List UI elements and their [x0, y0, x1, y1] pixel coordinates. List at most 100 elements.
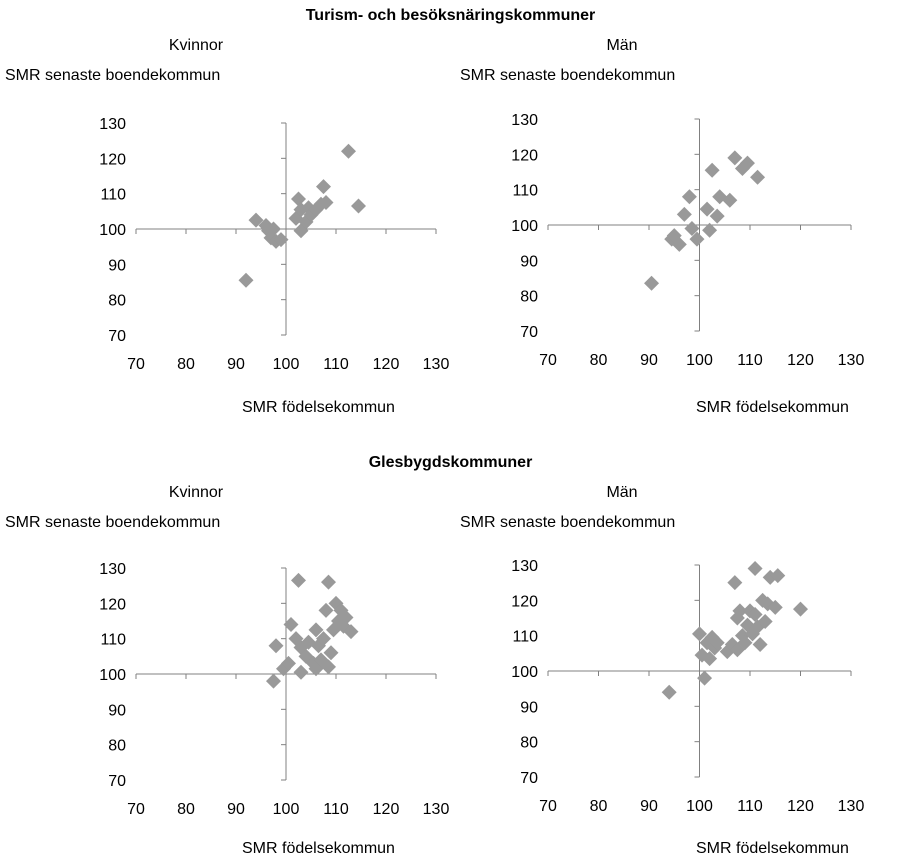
data-point	[727, 575, 743, 591]
data-point	[739, 155, 755, 171]
y-tick-label: 80	[520, 289, 538, 306]
y-tick-label: 110	[100, 187, 126, 204]
chart-1-xlabel: SMR födelsekommun	[696, 399, 849, 416]
data-point	[709, 208, 725, 224]
data-point	[702, 222, 718, 238]
y-tick-label: 130	[99, 116, 126, 133]
data-point	[644, 275, 660, 291]
data-point	[793, 601, 808, 617]
data-point	[323, 645, 339, 661]
y-tick-label: 80	[108, 293, 126, 310]
x-tick-label: 90	[227, 801, 245, 818]
x-tick-label: 80	[177, 801, 195, 818]
data-point	[316, 179, 331, 195]
x-tick-label: 120	[787, 798, 814, 815]
data-point	[238, 272, 254, 288]
data-point	[291, 191, 306, 207]
y-tick-label: 100	[511, 218, 538, 235]
data-point	[273, 232, 289, 248]
data-point	[702, 651, 718, 667]
x-tick-label: 100	[273, 801, 300, 818]
x-tick-label: 100	[686, 352, 713, 369]
data-point	[709, 635, 725, 651]
data-point	[341, 143, 356, 159]
data-point	[308, 622, 324, 638]
x-tick-label: 110	[737, 798, 763, 815]
y-tick-label: 120	[99, 596, 126, 613]
data-point	[338, 609, 354, 625]
x-tick-label: 120	[787, 352, 814, 369]
x-tick-label: 70	[539, 798, 557, 815]
x-tick-label: 130	[838, 352, 865, 369]
y-tick-label: 110	[100, 632, 126, 649]
section-title-rural: Glesbygdskommuner	[368, 454, 533, 471]
chart-1-ylabel: SMR senaste boendekommun	[460, 67, 676, 84]
x-tick-label: 110	[323, 356, 349, 373]
data-point	[248, 212, 264, 228]
chart-3-xlabel: SMR födelsekommun	[696, 840, 849, 857]
x-tick-label: 70	[539, 352, 557, 369]
x-tick-label: 130	[423, 801, 450, 818]
data-point	[757, 614, 773, 630]
data-point	[699, 201, 715, 217]
y-tick-label: 120	[511, 593, 538, 610]
x-tick-label: 100	[686, 798, 713, 815]
data-point	[283, 617, 299, 633]
x-tick-label: 80	[177, 356, 195, 373]
x-tick-label: 130	[423, 356, 450, 373]
y-tick-label: 80	[108, 738, 126, 755]
chart-3-title: Män	[606, 484, 638, 501]
data-point	[681, 189, 697, 205]
data-point	[770, 568, 786, 584]
x-tick-label: 100	[273, 356, 300, 373]
data-point	[767, 599, 783, 615]
y-tick-label: 110	[512, 183, 538, 200]
y-tick-label: 70	[108, 773, 126, 790]
data-point	[321, 659, 336, 675]
data-point	[704, 162, 720, 178]
y-tick-label: 100	[511, 664, 538, 681]
y-tick-label: 90	[520, 253, 538, 270]
x-tick-label: 120	[373, 356, 400, 373]
data-point	[266, 221, 281, 237]
y-tick-label: 130	[99, 561, 126, 578]
data-point	[291, 572, 306, 588]
data-point	[318, 195, 334, 210]
x-tick-label: 110	[323, 801, 349, 818]
y-tick-label: 70	[108, 328, 126, 345]
data-point	[732, 603, 748, 619]
y-tick-label: 120	[99, 151, 126, 168]
y-tick-label: 130	[511, 558, 538, 575]
chart-3-ylabel: SMR senaste boendekommun	[460, 514, 676, 531]
data-point	[671, 236, 687, 252]
data-point	[676, 206, 692, 222]
y-tick-label: 80	[520, 735, 538, 752]
data-point	[293, 664, 309, 680]
x-tick-label: 90	[640, 798, 658, 815]
data-point	[692, 626, 707, 642]
chart-1-title: Män	[606, 37, 638, 54]
x-tick-label: 130	[838, 798, 865, 815]
data-point	[747, 561, 763, 577]
y-tick-label: 70	[520, 324, 538, 341]
chart-2-title: Kvinnor	[168, 484, 224, 501]
data-point	[318, 602, 334, 618]
data-point	[684, 221, 700, 237]
x-tick-label: 80	[590, 352, 608, 369]
data-point	[727, 150, 743, 166]
chart-0-xlabel: SMR födelsekommun	[242, 399, 395, 416]
data-point	[737, 635, 753, 651]
x-tick-label: 90	[227, 356, 245, 373]
data-point	[316, 631, 331, 647]
y-tick-label: 70	[520, 770, 538, 787]
x-tick-label: 70	[127, 356, 145, 373]
x-tick-label: 90	[640, 352, 658, 369]
y-tick-label: 130	[511, 112, 538, 129]
y-tick-label: 100	[99, 667, 126, 684]
y-tick-label: 100	[99, 222, 126, 239]
chart-2-ylabel: SMR senaste boendekommun	[5, 514, 221, 531]
data-point	[689, 231, 705, 247]
